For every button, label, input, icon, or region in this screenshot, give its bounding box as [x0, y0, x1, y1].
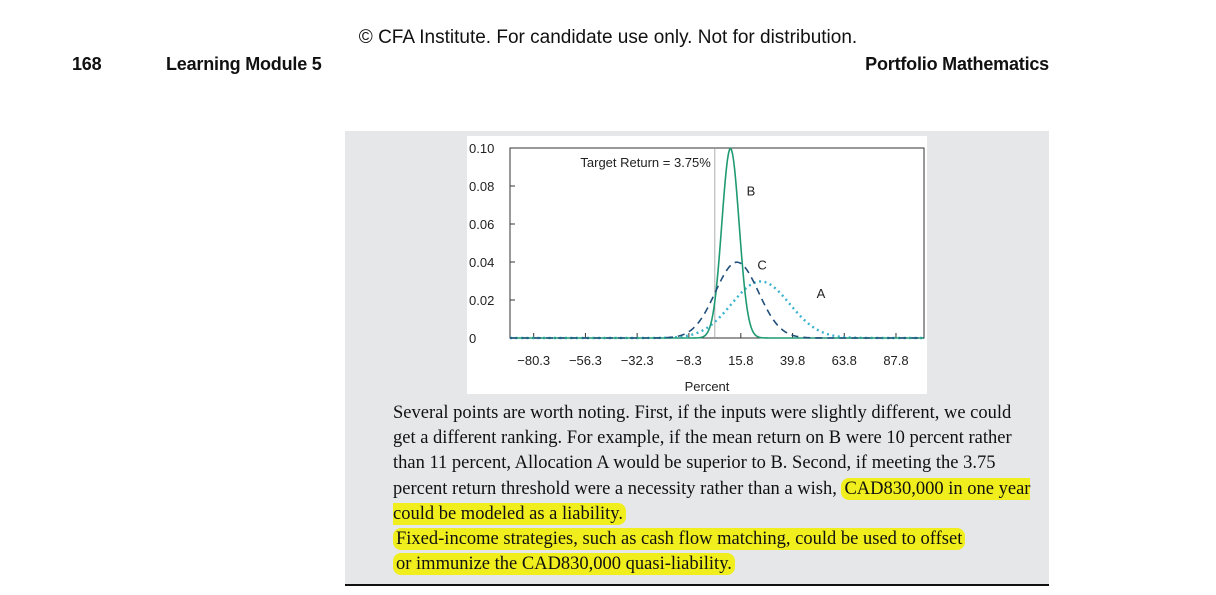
- series-b-label: B: [747, 184, 756, 199]
- y-tick-label: 0.08: [469, 179, 494, 194]
- x-tick-label: −56.3: [569, 353, 602, 368]
- series-c-label: C: [757, 258, 766, 273]
- body-paragraph: Several points are worth noting. First, …: [393, 401, 1033, 577]
- y-tick-label: 0.10: [469, 141, 494, 156]
- copyright-notice: © CFA Institute. For candidate use only.…: [358, 27, 858, 48]
- x-tick-label: 15.8: [728, 353, 753, 368]
- y-tick-label: 0: [469, 331, 476, 346]
- x-tick-label: 87.8: [883, 353, 908, 368]
- series-c-curve: [510, 261, 924, 339]
- x-axis-title: Percent: [685, 379, 730, 394]
- bottom-rule: [345, 584, 1049, 586]
- distribution-chart: 0 0.02 0.04 0.06 0.08 0.10 −80.3 −56.3 −32.3 −8.…: [467, 136, 927, 394]
- module-title: Learning Module 5: [166, 54, 322, 74]
- chart-svg: 0 0.02 0.04 0.06 0.08 0.10 −80.3 −56.3 −32.3 −8.…: [469, 141, 925, 394]
- x-tick-label: −8.3: [676, 353, 702, 368]
- series-a-label: A: [817, 286, 826, 301]
- x-tick-label: −80.3: [517, 353, 550, 368]
- plot-area: [509, 147, 925, 339]
- highlight-3: or immunize the CAD830,000 quasi-liabili…: [393, 553, 735, 576]
- x-tick-label: −32.3: [621, 353, 654, 368]
- page-number: 168: [72, 54, 102, 74]
- y-tick-label: 0.06: [469, 217, 494, 232]
- series-b-curve: [510, 147, 924, 339]
- y-axis: 0 0.02 0.04 0.06 0.08 0.10: [469, 141, 515, 346]
- x-tick-label: 63.8: [832, 353, 857, 368]
- x-tick-label: 39.8: [780, 353, 805, 368]
- target-return-label: Target Return = 3.75%: [580, 155, 711, 170]
- paragraph-text: Several points are worth noting. First, …: [393, 403, 1012, 499]
- curves: A B C: [510, 147, 924, 340]
- y-tick-label: 0.02: [469, 293, 494, 308]
- y-tick-label: 0.04: [469, 255, 494, 270]
- highlight-2: Fixed-income strategies, such as cash fl…: [393, 528, 966, 551]
- section-title: Portfolio Mathematics: [865, 54, 1049, 74]
